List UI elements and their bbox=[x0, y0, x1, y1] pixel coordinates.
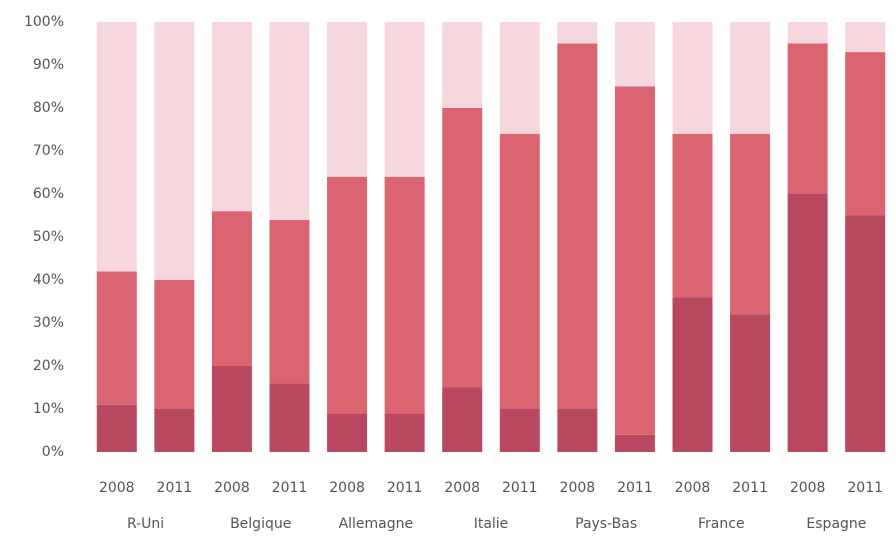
bar-segment bbox=[442, 387, 483, 452]
bar-segment bbox=[845, 215, 886, 452]
bar-segment bbox=[96, 271, 137, 405]
x-tick-label: 2008 bbox=[99, 480, 135, 496]
x-tick-label: 2008 bbox=[214, 480, 250, 496]
bar-segment bbox=[211, 22, 252, 212]
y-tick-label: 0% bbox=[42, 444, 64, 460]
bar-segment bbox=[154, 22, 195, 280]
x-tick-label: 2011 bbox=[157, 480, 193, 496]
bar-segment bbox=[730, 314, 771, 452]
x-tick-label: 2008 bbox=[675, 480, 711, 496]
y-tick-label: 10% bbox=[33, 401, 64, 417]
bar-segment bbox=[730, 22, 771, 134]
group-label: Espagne bbox=[806, 516, 866, 532]
y-tick-label: 80% bbox=[33, 100, 64, 116]
bar-segment bbox=[730, 133, 771, 315]
bar-segment bbox=[614, 22, 655, 87]
bar-segment bbox=[384, 176, 425, 414]
x-tick-label: 2008 bbox=[444, 480, 480, 496]
bar-segment bbox=[96, 22, 137, 272]
bar-segment bbox=[499, 22, 540, 134]
bar-segment bbox=[269, 219, 310, 384]
bar-segment bbox=[211, 211, 252, 366]
bar-segment bbox=[442, 22, 483, 108]
bar-segment bbox=[672, 22, 713, 134]
group-label: R-Uni bbox=[127, 516, 164, 532]
bar-segment bbox=[269, 22, 310, 220]
bar-segment bbox=[672, 133, 713, 298]
bar-segment bbox=[845, 22, 886, 53]
y-tick-label: 100% bbox=[24, 14, 64, 30]
x-tick-label: 2011 bbox=[387, 480, 423, 496]
y-tick-label: 20% bbox=[33, 358, 64, 374]
y-tick-label: 60% bbox=[33, 186, 64, 202]
y-tick-label: 50% bbox=[33, 229, 64, 245]
x-tick-label: 2011 bbox=[272, 480, 308, 496]
bar-segment bbox=[442, 108, 483, 388]
bar-segment bbox=[327, 22, 368, 177]
bar-segment bbox=[557, 22, 598, 44]
bar-segment bbox=[499, 409, 540, 452]
bar-segment bbox=[211, 366, 252, 452]
group-label: Belgique bbox=[230, 516, 291, 532]
x-tick-label: 2011 bbox=[502, 480, 538, 496]
y-tick-label: 30% bbox=[33, 315, 64, 331]
y-tick-label: 70% bbox=[33, 143, 64, 159]
x-tick-label: 2008 bbox=[329, 480, 365, 496]
bar-segment bbox=[787, 22, 828, 44]
bar-segment bbox=[557, 43, 598, 409]
group-label: France bbox=[698, 516, 745, 532]
bar-segment bbox=[384, 22, 425, 177]
bar-segment bbox=[96, 404, 137, 452]
y-tick-label: 90% bbox=[33, 57, 64, 73]
group-label: Italie bbox=[474, 516, 509, 532]
x-tick-label: 2008 bbox=[560, 480, 596, 496]
y-tick-label: 40% bbox=[33, 272, 64, 288]
bar-segment bbox=[787, 43, 828, 194]
bar-segment bbox=[557, 409, 598, 452]
x-tick-label: 2011 bbox=[617, 480, 653, 496]
bar-segment bbox=[384, 413, 425, 452]
bar-segment bbox=[614, 434, 655, 452]
bar-segment bbox=[154, 409, 195, 452]
bar-segment bbox=[787, 194, 828, 452]
bar-segment bbox=[672, 297, 713, 452]
group-label: Pays-Bas bbox=[575, 516, 637, 532]
bar-segment bbox=[269, 383, 310, 452]
bar-segment bbox=[499, 133, 540, 410]
bar-segment bbox=[154, 280, 195, 409]
group-label: Allemagne bbox=[339, 516, 414, 532]
bar-segment bbox=[614, 86, 655, 435]
x-tick-label: 2011 bbox=[847, 480, 883, 496]
bar-segment bbox=[845, 52, 886, 216]
bar-segment bbox=[327, 176, 368, 414]
x-tick-label: 2008 bbox=[790, 480, 826, 496]
bar-segment bbox=[327, 413, 368, 452]
x-tick-label: 2011 bbox=[732, 480, 768, 496]
